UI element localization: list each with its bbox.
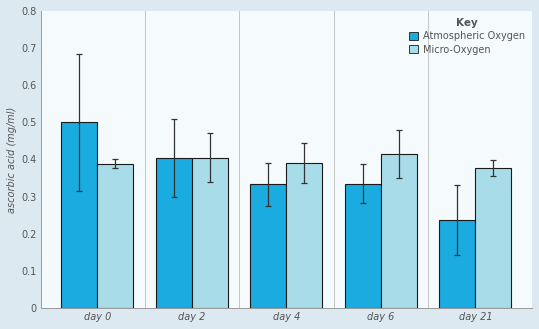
Bar xyxy=(345,184,381,308)
Bar xyxy=(98,164,133,308)
Bar xyxy=(439,220,475,308)
Bar xyxy=(475,168,512,308)
Bar xyxy=(286,163,322,308)
Legend: Atmospheric Oxygen, Micro-Oxygen: Atmospheric Oxygen, Micro-Oxygen xyxy=(406,16,527,57)
Bar xyxy=(381,154,417,308)
Bar xyxy=(61,122,98,308)
Bar xyxy=(192,158,228,308)
Bar xyxy=(156,158,192,308)
Y-axis label: ascorbic acid (mg/ml): ascorbic acid (mg/ml) xyxy=(7,106,17,213)
Bar xyxy=(251,184,286,308)
